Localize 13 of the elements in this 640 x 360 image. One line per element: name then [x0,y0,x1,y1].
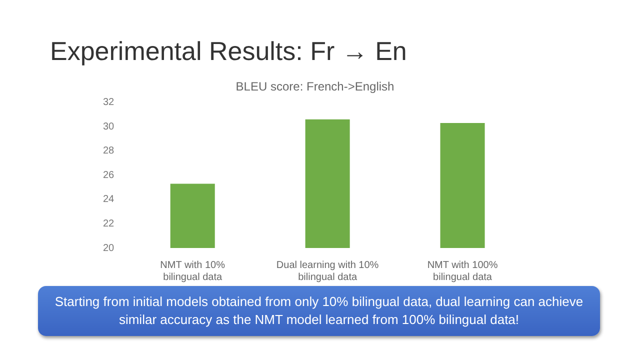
y-tick-label: 30 [103,121,115,132]
y-tick-label: 24 [103,194,115,206]
x-tick-label: NMT with 100% bilingual data [427,260,498,283]
x-tick-label: NMT with 10% bilingual data [160,260,226,283]
y-tick-label: 20 [103,242,115,254]
text: Starting from initial models obtained from only 10% bilingual data, dual learning can achieve similar accuracy as the NMT model learned from 100% bilingual data! [38,286,600,336]
chart-title: Experimental Results: Fr → En [50,36,407,67]
y-tick-label: 26 [103,170,115,181]
y-tick-label: 32 [103,97,115,108]
chart-subtitle: BLEU score: French->English [236,80,394,94]
y-tick-label: 28 [103,146,115,157]
y-tick-label: 22 [103,218,115,230]
x-tick-label: Dual learning with 10% bilingual data [276,260,379,283]
